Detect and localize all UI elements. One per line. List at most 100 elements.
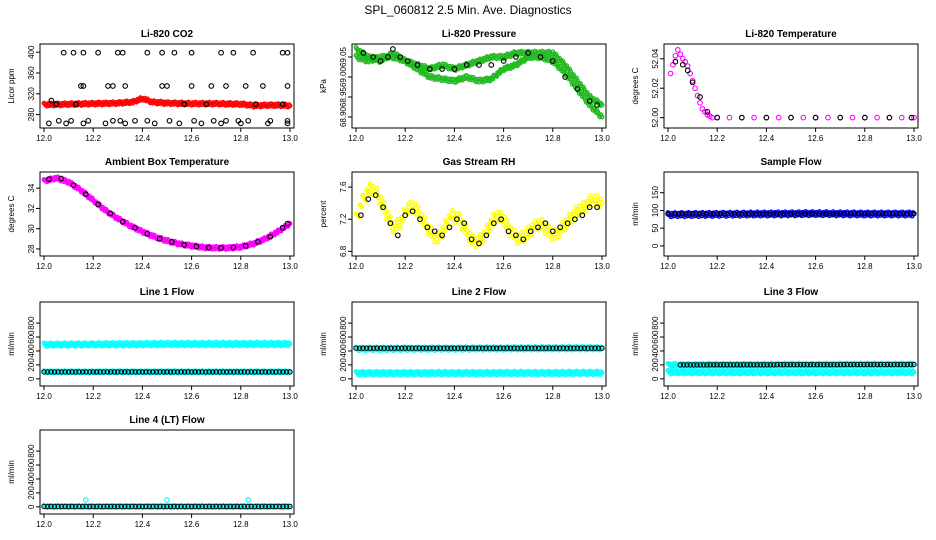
ambient-box-temperature-series-ave-point (242, 243, 249, 249)
sample-flow-series-ave-point (851, 211, 857, 217)
li-820-co2-y-tick-label: 360 (27, 66, 36, 80)
li-820-temperature-series-ave-point (861, 114, 868, 121)
sample-flow-series-ave-point (788, 211, 794, 217)
gas-stream-rh-y-axis: 6.8 7.2 7.6 (339, 181, 352, 257)
sample-flow-series-ave-point (696, 211, 703, 217)
sample-flow-series-ave-point (728, 211, 734, 217)
li-820-pressure-x-tick-label: 12.0 (348, 134, 364, 143)
line-2-flow-series-ave-point (553, 345, 559, 351)
ambient-box-temperature-frame (39, 171, 295, 257)
line-2-flow-series-ave-point (592, 345, 598, 351)
gas-stream-rh-series-ave-point (454, 216, 460, 223)
line-1-flow-series-ave-point (224, 369, 230, 375)
line-4-lt-flow-series-ave-point (269, 503, 276, 510)
line-3-flow-series-ave-point (801, 362, 807, 368)
ambient-box-temperature-series-ave-point (267, 233, 274, 240)
ambient-box-temperature-series-ave-point (156, 235, 163, 242)
gas-stream-rh-series-fast-point (556, 234, 562, 240)
li-820-pressure-series-trace-a-point (567, 66, 572, 72)
li-820-co2-series-ave-low-point (279, 101, 286, 108)
line-1-flow-plot-area (41, 339, 293, 376)
li-820-co2-series-ave-low-point (284, 117, 291, 124)
li-820-co2-series-ave-low-point (166, 117, 173, 124)
li-820-co2-series-ave-low-point (203, 101, 210, 108)
gas-stream-rh-series-fast-point (457, 216, 463, 222)
line-4-lt-flow-y-label: ml/min (7, 460, 16, 484)
sample-flow-series-ave-point (763, 211, 770, 217)
gas-stream-rh-x-tick-label: 12.4 (447, 262, 463, 271)
line-1-flow-y-tick-label: 600 (27, 330, 36, 344)
gas-stream-rh-series-ave-point (505, 228, 512, 235)
line-1-flow-series-ave-point (241, 369, 248, 375)
line-1-flow-series-ave (41, 369, 293, 375)
gas-stream-rh-series-ave-point (498, 216, 504, 223)
gas-stream-rh-series-ave-point (468, 236, 475, 243)
line-4-lt-flow-series-ave-point (62, 503, 68, 510)
gas-stream-rh-series-fast-point (583, 208, 589, 214)
gas-stream-rh-series-ave-point (535, 224, 541, 231)
gas-stream-rh-series-fast-point (416, 209, 422, 215)
line-4-lt-flow-x-axis: 12.0 12.2 12.4 12.6 12.8 13.0 (36, 514, 298, 529)
gas-stream-rh-series-ave-point (594, 204, 600, 211)
line-3-flow-series-ave-point (731, 362, 737, 368)
line-2-flow-series-ave-point (434, 345, 440, 351)
line-1-flow-series-ave-point (252, 369, 258, 375)
sample-flow-series-ave-point (809, 211, 815, 217)
line-4-lt-flow-series-ave-point (280, 503, 286, 510)
line-2-flow-series-ave-point (567, 345, 574, 351)
li-820-co2-series-ave-mid-point (78, 83, 84, 89)
line-2-flow-series-ave-point (427, 345, 433, 351)
line-3-flow-series-ave-point (754, 362, 760, 368)
line-4-lt-flow-series-ave-point (94, 503, 100, 510)
gas-stream-rh-series-ave-point (439, 232, 445, 239)
line-2-flow-series-ave-point (395, 345, 401, 351)
line-2-flow-y-tick-label: 800 (339, 316, 348, 330)
li-820-temperature-series-ave-point (886, 114, 893, 121)
line-2-flow-series-ave-point (546, 345, 552, 351)
sample-flow-series-ave-point (718, 211, 724, 217)
li-820-co2-y-axis: 280 320 360 400 (27, 45, 40, 121)
line-4-lt-flow-series-ave-point (65, 503, 72, 510)
ambient-box-temperature-x-tick-label: 12.6 (184, 262, 200, 271)
li-820-co2-series-ave-mid-point (164, 83, 170, 89)
ambient-box-temperature-plot-area (41, 174, 293, 252)
li-820-temperature-series-ave-point (788, 114, 794, 121)
line-1-flow-series-ave-point (160, 369, 167, 375)
ambient-box-temperature-x-tick-label: 12.8 (233, 262, 249, 271)
li-820-pressure-series-ave-point (397, 54, 404, 60)
line-2-flow-series-ave-point (486, 345, 493, 351)
sample-flow-series-ave-point (732, 211, 738, 217)
gas-stream-rh-series-fast-point (453, 211, 459, 217)
line-2-flow-series-ave-point (595, 345, 602, 351)
line-1-flow-series-ave-point (90, 369, 96, 375)
li-820-co2-x-tick-label: 12.4 (135, 134, 151, 143)
gas-stream-rh-series-fast-point (524, 234, 530, 240)
li-820-co2-series-ave-bottom-point (265, 120, 271, 127)
line-1-flow-series-ave-point (164, 369, 170, 375)
sample-flow-series-ave-point (735, 211, 741, 217)
li-820-co2-series-ave-bottom-point (198, 120, 205, 127)
line-2-flow-series-ave-point (423, 345, 429, 351)
li-820-pressure-series-ave-point (414, 62, 421, 68)
line-2-flow-series-ave-point (413, 345, 419, 351)
line-3-flow-series-ave-point (787, 362, 794, 368)
line-4-lt-flow-series-spikes-point (82, 497, 89, 503)
line-2-flow-series-ave-point (543, 345, 549, 351)
line-3-flow-series-ave-point (824, 362, 830, 368)
sample-flow-series-ave-point (665, 211, 671, 217)
gas-stream-rh-series-ave-point (461, 220, 468, 227)
line-1-flow-series-ave-point (283, 369, 290, 375)
line-3-flow-series-ave-point (704, 362, 710, 368)
line-2-flow-series-ave-point (388, 345, 394, 351)
li-820-co2-series-ave-upper-point (250, 49, 256, 56)
line-4-lt-flow-series-ave-point (58, 503, 65, 510)
line-3-flow-x-tick-label: 12.8 (857, 392, 873, 401)
sample-flow-series-ave-point (700, 211, 706, 217)
li-820-temperature-series-fast-point (670, 61, 676, 68)
line-1-flow-title: Line 1 Flow (140, 287, 195, 298)
li-820-co2-series-ave-low-point (48, 97, 55, 104)
line-3-flow-series-ave-point (911, 361, 917, 368)
gas-stream-rh-series-fast-point (505, 217, 510, 223)
